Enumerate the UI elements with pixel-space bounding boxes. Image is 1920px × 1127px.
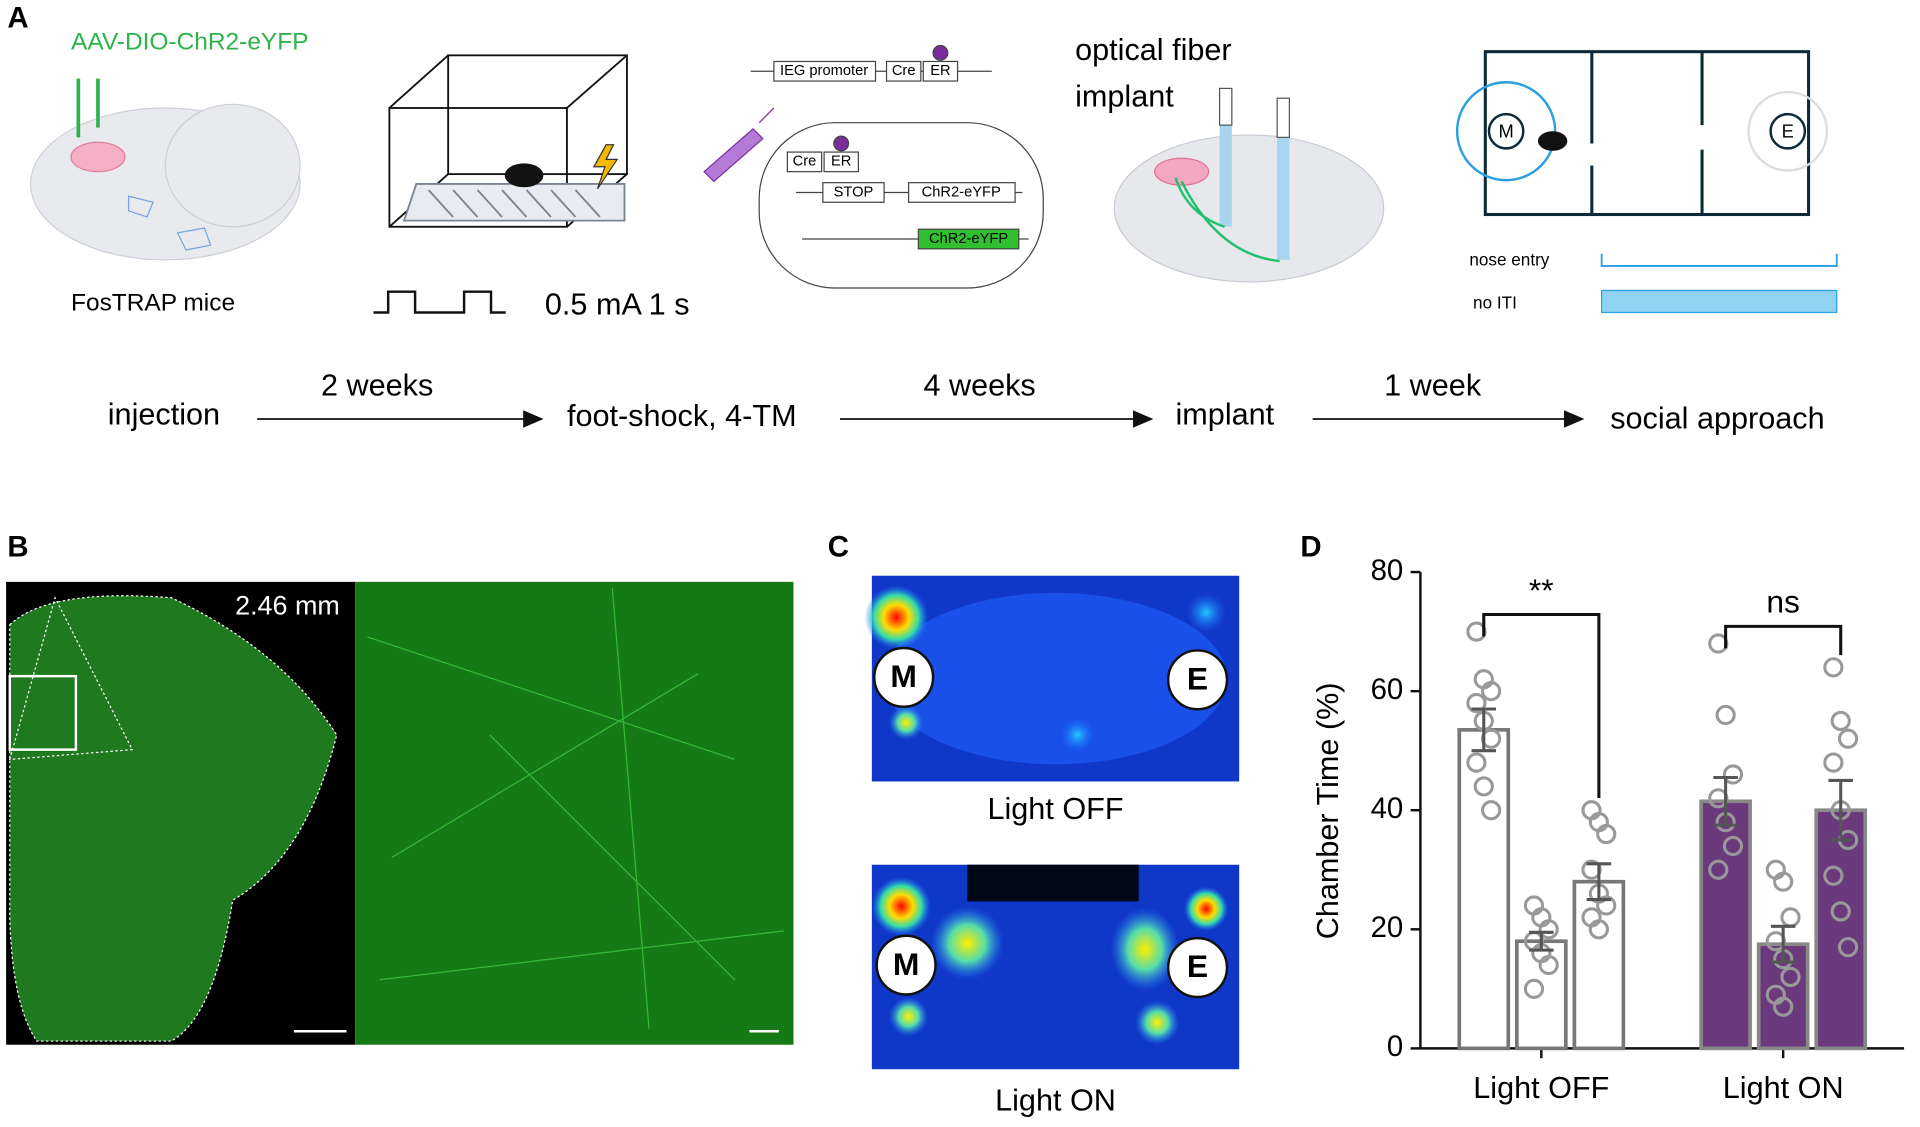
construct-text: IEG promoter: [780, 63, 868, 79]
heatmap-caption: Light ON: [995, 1083, 1116, 1117]
heatmap-caption: Light OFF: [987, 792, 1123, 826]
heatmap-text: M: [890, 658, 917, 694]
timeline-interval: 1 week: [1384, 368, 1482, 402]
shock-box: [373, 54, 628, 314]
data-point: [1596, 823, 1617, 845]
panel-label: A: [7, 2, 28, 35]
mice-label: FosTRAP mice: [71, 289, 235, 316]
error-bar: [1770, 924, 1796, 964]
data-point: [1773, 996, 1794, 1017]
data-point: [1538, 954, 1559, 976]
data-point: [1481, 681, 1502, 702]
data-point: [1722, 764, 1744, 785]
data-point: [1722, 835, 1744, 857]
data-point: [1823, 752, 1844, 773]
brain-illustration: [30, 103, 301, 261]
construct-text: ChR2-eYFP: [922, 184, 1001, 200]
arena-text: M: [1498, 120, 1513, 141]
data-point: [1596, 895, 1617, 916]
y-axis-title: Chamber Time (%): [1311, 682, 1345, 939]
micrograph: [6, 581, 794, 1045]
construct-text: ChR2-eYFP: [929, 231, 1008, 247]
significance-bracket: [1724, 624, 1843, 656]
shock-label: 0.5 mA 1 s: [545, 287, 690, 321]
y-tick-label: 20: [1371, 911, 1404, 944]
error-bar: [1828, 778, 1853, 842]
brain-implant: [1113, 87, 1385, 283]
data-point: [1588, 919, 1609, 940]
timeline-interval: 2 weeks: [321, 368, 433, 402]
error-bar: [1529, 930, 1554, 952]
timeline-step: foot-shock, 4-TM: [567, 399, 797, 433]
construct-text: Cre: [892, 63, 916, 79]
timeline-arrows: [257, 410, 1585, 428]
fiber-label: optical fiber: [1075, 33, 1232, 67]
syringes: [76, 78, 100, 138]
panel-label: D: [1300, 531, 1321, 564]
y-tick-label: 40: [1371, 792, 1404, 825]
heatmap-text: E: [1187, 660, 1208, 696]
data-point: [1466, 752, 1487, 773]
data-point: [1523, 978, 1545, 999]
construct-text: Cre: [793, 154, 817, 170]
virus-label: AAV-DIO-ChR2-eYFP: [71, 29, 309, 56]
timeline-step: implant: [1176, 398, 1275, 432]
data-point: [1830, 901, 1851, 922]
data-point: [1780, 907, 1801, 928]
construct-text: ER: [930, 63, 950, 79]
timeline-interval: 4 weeks: [923, 368, 1035, 402]
error-bar: [1713, 775, 1738, 827]
x-tick-label: Light OFF: [1473, 1071, 1609, 1105]
trace-label: nose entry: [1469, 250, 1549, 270]
depth-label: 2.46 mm: [235, 591, 340, 621]
y-tick-label: 0: [1387, 1030, 1403, 1063]
data-point: [1773, 871, 1794, 892]
y-tick-label: 80: [1371, 554, 1404, 587]
heatmap-text: M: [893, 946, 920, 982]
data-point: [1473, 776, 1494, 797]
timeline-step: social approach: [1610, 401, 1824, 435]
data-point: [1823, 865, 1844, 886]
data-point: [1481, 800, 1502, 821]
significance-bracket: [1482, 612, 1601, 798]
data-point: [1715, 704, 1736, 726]
data-point: [1837, 937, 1859, 958]
significance-label: ns: [1766, 584, 1800, 620]
data-point: [1538, 919, 1559, 940]
x-tick-label: Light ON: [1723, 1071, 1844, 1105]
fiber-label: implant: [1075, 79, 1174, 113]
y-tick-label: 60: [1371, 673, 1404, 706]
data-point: [1780, 966, 1801, 988]
significance-label: **: [1529, 572, 1554, 608]
data-point: [1837, 728, 1859, 749]
trace-label: no ITI: [1473, 292, 1517, 312]
construct-text: ER: [831, 154, 851, 170]
timeline-step: injection: [108, 398, 220, 432]
heatmap-text: E: [1187, 948, 1208, 984]
panel-label: C: [828, 531, 849, 564]
data-point: [1823, 657, 1844, 678]
error-bar: [1471, 707, 1497, 753]
heatmap: [864, 575, 1240, 1070]
panel-label: B: [7, 531, 28, 564]
arena-text: E: [1782, 120, 1794, 141]
data-point: [1830, 710, 1851, 732]
data-point: [1466, 692, 1487, 714]
error-bar: [1586, 862, 1612, 902]
construct-diagram: [703, 44, 1044, 289]
data-point: [1708, 859, 1729, 880]
bar: [1699, 799, 1752, 1051]
construct-text: STOP: [834, 184, 874, 200]
arena: [1455, 50, 1838, 314]
